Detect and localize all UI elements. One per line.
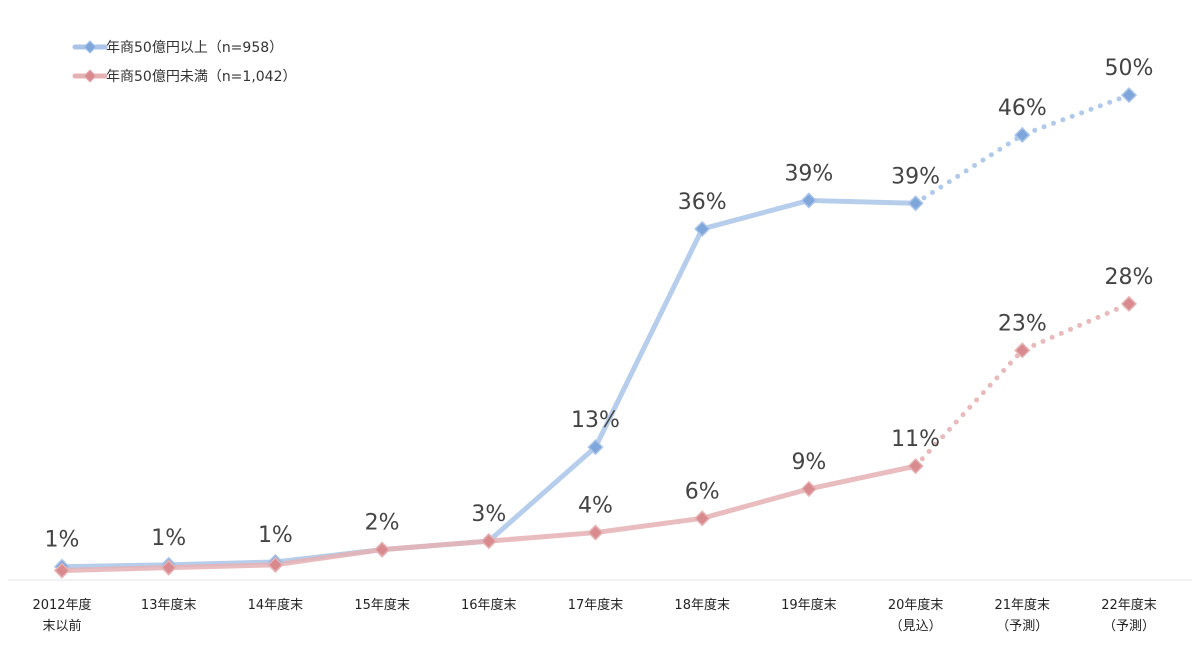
- x-tick-label: 14年度末: [248, 597, 304, 613]
- x-tick-label: 21年度末 （予測）: [995, 597, 1051, 634]
- series-2-point: [694, 510, 711, 527]
- x-tick-label-line: 13年度末: [141, 597, 197, 613]
- series-1-point: [907, 195, 924, 212]
- data-label: 9%: [791, 450, 826, 475]
- x-tick-label: 22年度末 （予測）: [1101, 597, 1157, 634]
- x-tick-label: 20年度末 （見込）: [888, 597, 944, 634]
- x-tick-label-line: 17年度末: [568, 597, 624, 613]
- series-1-point: [1120, 87, 1138, 104]
- data-label: 50%: [1105, 56, 1154, 81]
- x-tick-label: 16年度末: [461, 597, 517, 613]
- series-1-point: [800, 192, 817, 209]
- data-label: 1%: [258, 523, 293, 548]
- data-label: 36%: [678, 190, 727, 215]
- x-tick-label-line: 21年度末: [995, 597, 1051, 613]
- data-label: 2%: [365, 511, 400, 536]
- series-forecast-line-1: [913, 92, 1132, 206]
- x-tick-label: 2012年度末以前: [32, 597, 91, 634]
- legend-label: 年商50億円未満（n=1,042）: [106, 69, 297, 85]
- series-2-point: [53, 562, 71, 579]
- data-label: 13%: [571, 408, 620, 433]
- x-tick-label-line: 20年度末: [888, 597, 944, 613]
- series-2-point: [374, 541, 391, 558]
- x-tick-label-line: 18年度末: [674, 597, 730, 613]
- x-tick-label-line: 末以前: [42, 618, 81, 634]
- x-tick-label: 19年度末: [781, 597, 837, 613]
- x-tick-label: 15年度末: [354, 597, 410, 613]
- legend-swatch-marker: [83, 69, 97, 83]
- legend-label: 年商50億円以上（n=958）: [106, 40, 283, 56]
- x-tick-label: 18年度末: [674, 597, 730, 613]
- series-1-point: [1014, 126, 1031, 144]
- x-tick-label-line: 15年度末: [354, 597, 410, 613]
- data-label: 23%: [998, 311, 1047, 336]
- series-2-point: [480, 533, 497, 550]
- series-2-point: [160, 559, 177, 576]
- legend-swatch-marker: [83, 40, 97, 54]
- data-label: 1%: [151, 526, 186, 551]
- series-2-point: [1014, 342, 1031, 359]
- series-2-point: [907, 458, 924, 475]
- x-tick-label: 17年度末: [568, 597, 624, 613]
- series-2-point: [267, 556, 284, 573]
- series-2-point: [1120, 295, 1138, 312]
- data-label: 11%: [891, 427, 940, 452]
- data-label: 39%: [891, 164, 940, 189]
- data-label: 1%: [45, 528, 80, 553]
- data-label: 39%: [784, 161, 833, 186]
- series-forecast-line-2: [913, 301, 1132, 469]
- x-tick-label-line: （見込）: [890, 619, 942, 634]
- series-1-point: [694, 220, 711, 237]
- series-2-point: [587, 524, 604, 541]
- series-1-point: [587, 439, 604, 456]
- x-tick-label-line: （予測）: [996, 619, 1048, 634]
- data-label: 28%: [1105, 265, 1154, 290]
- data-label: 4%: [578, 494, 613, 519]
- data-label: 3%: [471, 502, 506, 527]
- x-tick-label-line: 22年度末: [1101, 597, 1157, 613]
- x-tick-label: 13年度末: [141, 597, 197, 613]
- data-label: 46%: [998, 96, 1047, 121]
- x-tick-label-line: （予測）: [1103, 619, 1155, 634]
- x-tick-label-line: 19年度末: [781, 597, 837, 613]
- data-label: 6%: [685, 479, 720, 504]
- x-tick-label-line: 16年度末: [461, 597, 517, 613]
- x-tick-label-line: 2012年度: [32, 597, 91, 613]
- x-tick-label-line: 14年度末: [248, 597, 304, 613]
- series-2-point: [800, 480, 817, 497]
